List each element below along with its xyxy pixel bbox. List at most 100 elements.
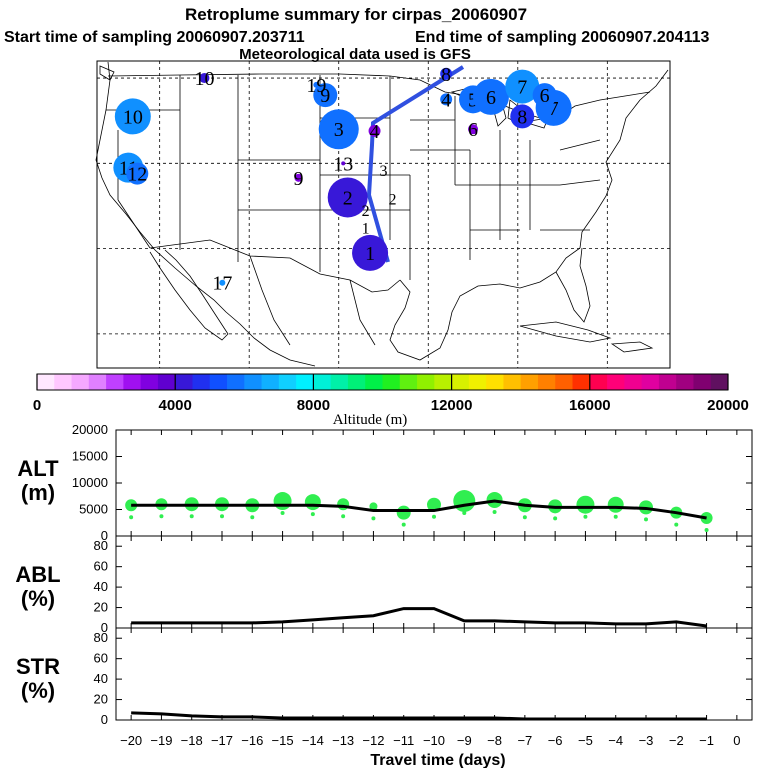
x-tick-label: −7 <box>517 733 532 748</box>
plume-marker <box>468 124 479 135</box>
altitude-point-small <box>462 511 467 516</box>
x-axis-label: Travel time (days) <box>370 752 505 768</box>
x-tick-label: −16 <box>241 733 263 748</box>
colorbar-swatch <box>658 374 677 390</box>
x-tick-label: −11 <box>393 733 414 748</box>
colorbar-swatch <box>676 374 694 390</box>
altitude-point <box>369 502 378 511</box>
x-tick-label: −18 <box>181 733 203 748</box>
altitude-point <box>576 495 595 514</box>
altitude-point <box>396 505 411 520</box>
y-tick-label: 20 <box>94 600 108 615</box>
x-tick-label: −5 <box>578 733 593 748</box>
altitude-point-small <box>492 509 497 514</box>
colorbar-tick-label: 12000 <box>431 397 473 414</box>
plume-marker <box>510 104 535 129</box>
colorbar-swatch <box>537 374 556 390</box>
colorbar-swatch <box>330 374 349 390</box>
start-time-label: Start time of sampling 20060907.203711 <box>4 29 305 46</box>
y-tick-label: 40 <box>94 579 108 594</box>
plume-marker-label: 17 <box>212 273 232 295</box>
panel-unit-label: (%) <box>21 678 55 703</box>
plume-marker-label: 13 <box>333 153 353 175</box>
altitude-point-small <box>613 514 618 519</box>
altitude-point-small <box>129 515 134 520</box>
x-tick-label: −13 <box>332 733 354 748</box>
altitude-point-small <box>432 514 436 519</box>
x-tick-label: −10 <box>423 733 445 748</box>
y-tick-label: 60 <box>94 651 108 666</box>
y-tick-label: 80 <box>94 538 108 553</box>
plume-marker <box>294 173 303 182</box>
x-tick-label: −2 <box>669 733 684 748</box>
str-line <box>131 711 707 721</box>
plume-marker-label: 4 <box>441 89 451 111</box>
plume-marker <box>532 83 557 108</box>
plume-marker <box>341 161 346 166</box>
altitude-point-small <box>553 516 558 521</box>
mexico-interior <box>249 255 376 346</box>
altitude-point-small <box>583 514 588 519</box>
x-tick-label: −12 <box>362 733 384 748</box>
panel-alt: 0 5000 10000 15000 20000 ALT(m) <box>17 422 753 543</box>
colorbar-tick-label: 4000 <box>159 397 192 414</box>
baja-california <box>149 249 229 341</box>
panel-label: STR <box>16 654 60 679</box>
panel-label: ALT <box>17 456 59 481</box>
colorbar-swatch <box>503 374 522 390</box>
trajectory-line <box>366 65 465 263</box>
x-tick-label: −17 <box>211 733 233 748</box>
plume-marker <box>318 109 359 150</box>
colorbar-swatch <box>486 374 504 390</box>
colorbar-swatch <box>589 374 608 390</box>
pacific-coastline <box>95 61 316 367</box>
colorbar-swatch <box>624 374 643 390</box>
colorbar-tick-label: 16000 <box>569 397 611 414</box>
plume-marker <box>440 67 453 80</box>
plume-marker-label: 19 <box>306 75 326 97</box>
colorbar-tick-label: 20000 <box>707 397 749 414</box>
altitude-colorbar: 0 4000 8000 12000 16000 20000 <box>33 373 749 414</box>
colorbar-swatch <box>382 374 401 390</box>
altitude-point-small <box>310 512 315 517</box>
x-tick-labels: −20 −19 −18 −17 −16 −15 −14 −13 −12 −11 −10 −9 −8 −7−… <box>120 733 740 748</box>
y-tick-label: 5000 <box>79 502 108 517</box>
time-series-panels: 05000100001500020000ALT(m)020406080ABL(%… <box>15 422 753 748</box>
colorbar-swatch <box>641 374 660 390</box>
plume-markers: 12345678910111213768469101917 <box>113 64 572 295</box>
plume-marker <box>313 81 320 88</box>
colorbar-swatch <box>572 374 591 390</box>
x-tick-label: 0 <box>733 733 740 748</box>
colorbar-swatch <box>106 374 124 390</box>
altitude-point-small <box>371 516 376 521</box>
altitude-point-small <box>280 511 285 516</box>
plume-marker-label: 5 <box>468 89 478 111</box>
vancouver-island <box>99 65 115 81</box>
altitude-point <box>607 496 624 513</box>
plume-marker-label: 4 <box>370 121 380 143</box>
colorbar-swatch <box>313 374 332 390</box>
plume-marker-label: 12 <box>127 164 147 186</box>
altitude-point <box>273 492 292 511</box>
plume-marker <box>114 98 151 135</box>
altitude-point-small <box>341 514 346 519</box>
altitude-point-small <box>674 522 679 527</box>
colorbar-swatch <box>227 374 245 390</box>
x-tick-label: −3 <box>639 733 654 748</box>
colorbar-swatch <box>88 374 107 390</box>
plume-marker-label: 6 <box>468 119 478 141</box>
colorbar-swatch <box>417 374 435 390</box>
map-day-label: 2 <box>388 191 396 208</box>
colorbar-swatch <box>71 374 90 390</box>
plume-marker <box>199 73 210 84</box>
altitude-median-line <box>131 499 707 520</box>
x-tick-label: −9 <box>457 733 472 748</box>
gulf-coastline <box>389 247 581 361</box>
map-frame <box>96 60 671 369</box>
plume-marker-label: 9 <box>293 168 303 190</box>
colorbar-tick-label: 0 <box>33 397 41 414</box>
colorbar-swatch <box>434 374 453 390</box>
plume-marker-label: 1 <box>365 243 375 265</box>
